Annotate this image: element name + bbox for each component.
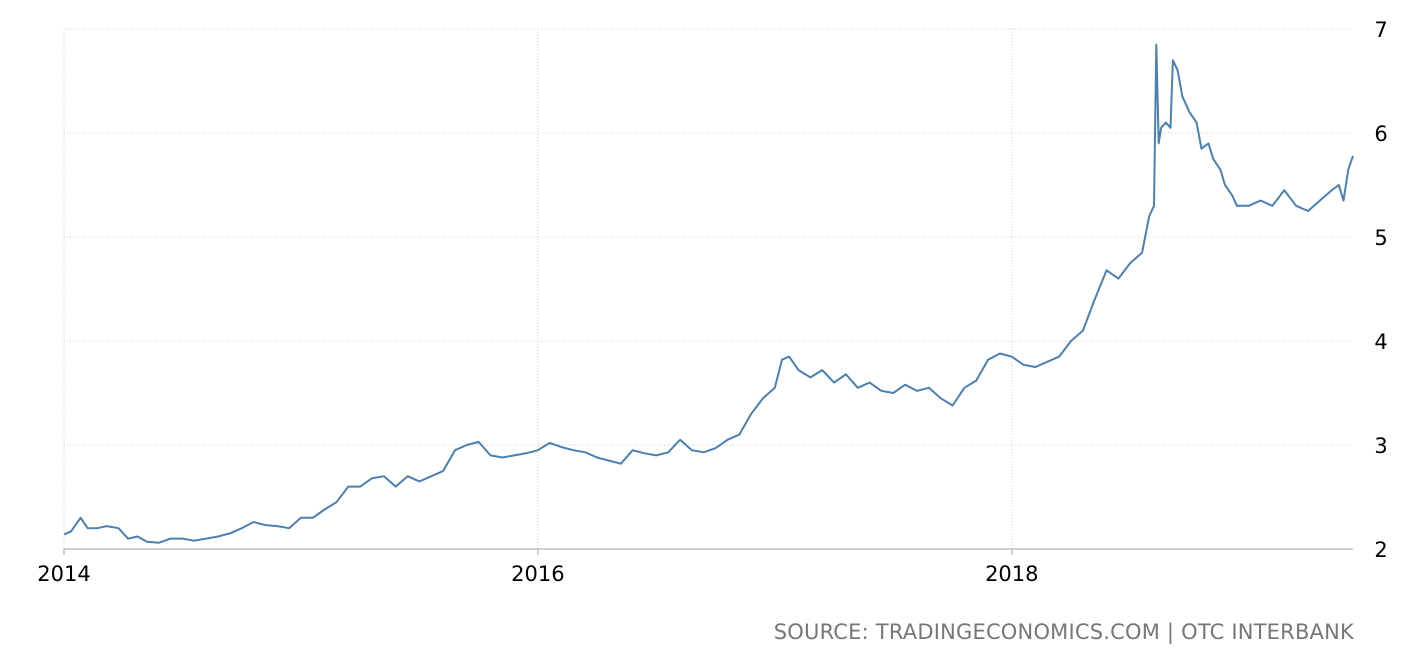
grid	[63, 28, 1353, 549]
series-line	[63, 43, 1354, 544]
y-tick-label: 4	[1374, 330, 1387, 354]
y-tick-label: 2	[1374, 538, 1387, 562]
y-tick-label: 3	[1374, 434, 1387, 458]
y-tick-labels: 2 3 4 5 6 7	[1374, 18, 1387, 562]
series-layer	[63, 43, 1354, 544]
x-axis	[63, 548, 1353, 555]
y-tick-label: 5	[1374, 226, 1387, 250]
x-tick-label: 2014	[37, 562, 90, 586]
y-tick-label: 6	[1374, 122, 1387, 146]
source-attribution: SOURCE: TRADINGECONOMICS.COM | OTC INTER…	[773, 620, 1354, 644]
x-tick-label: 2016	[511, 562, 564, 586]
y-tick-label: 7	[1374, 18, 1387, 42]
x-tick-label: 2018	[985, 562, 1038, 586]
x-tick-labels: 2014 2016 2018	[37, 562, 1038, 586]
